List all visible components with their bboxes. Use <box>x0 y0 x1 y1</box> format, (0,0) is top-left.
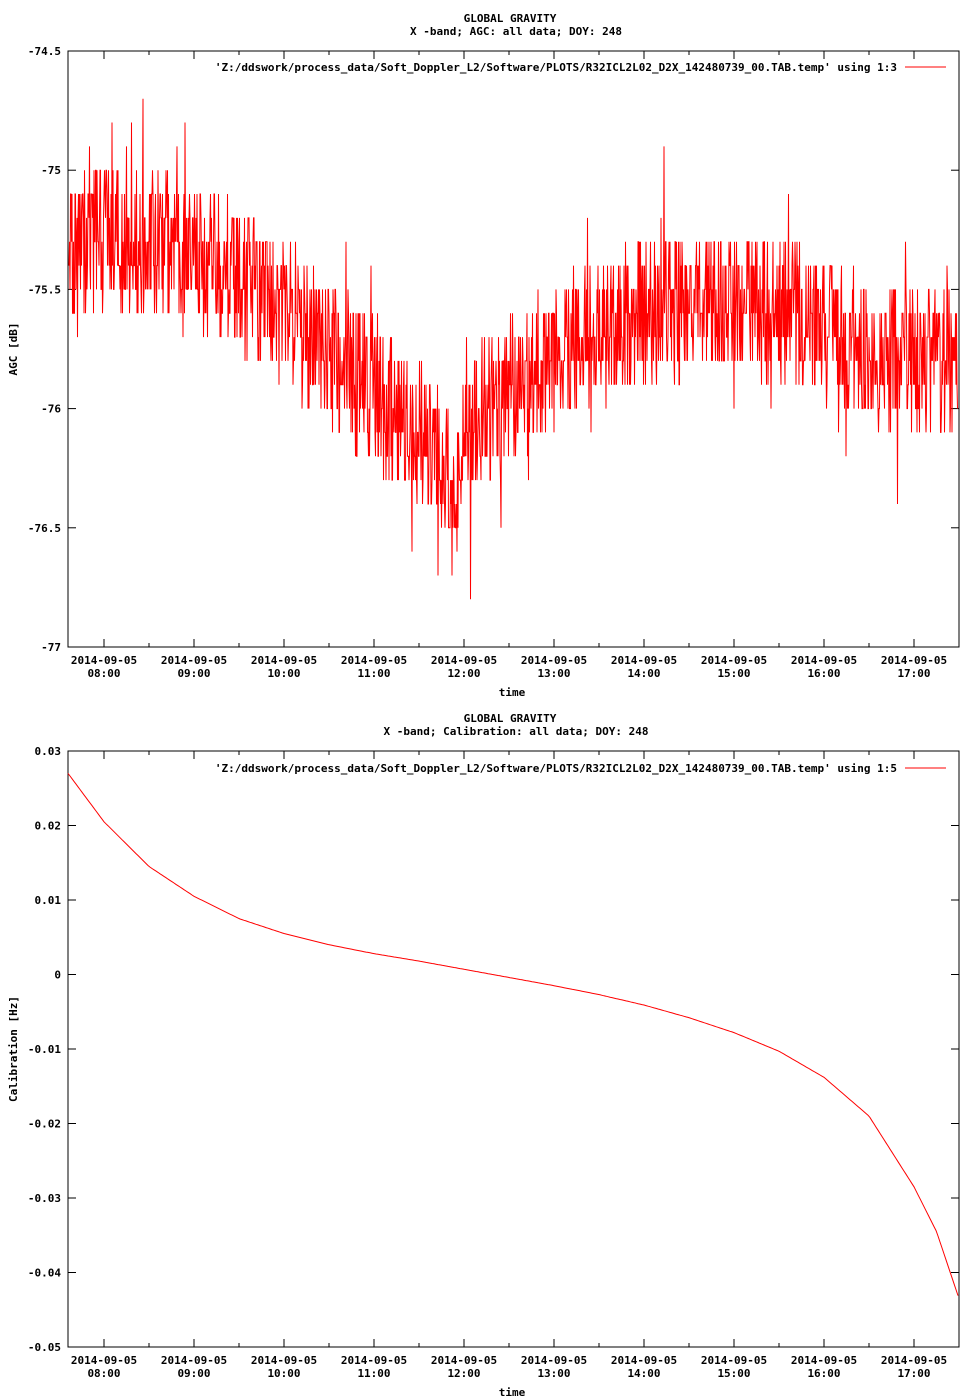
x-tick-date: 2014-09-05 <box>161 1354 227 1367</box>
x-tick-time: 08:00 <box>87 667 120 680</box>
x-axis-label: time <box>499 686 526 699</box>
plot-frame <box>67 50 960 648</box>
y-tick-label: -0.05 <box>28 1341 61 1354</box>
x-tick-time: 17:00 <box>897 1367 930 1380</box>
series-line <box>68 98 958 600</box>
plot-frame <box>67 750 960 1348</box>
x-tick-date: 2014-09-05 <box>251 1354 317 1367</box>
x-tick-date: 2014-09-05 <box>431 654 497 667</box>
x-tick-date: 2014-09-05 <box>341 1354 407 1367</box>
x-tick-time: 11:00 <box>357 1367 390 1380</box>
x-tick-date: 2014-09-05 <box>701 1354 767 1367</box>
x-tick-date: 2014-09-05 <box>791 654 857 667</box>
x-axis-label: time <box>499 1386 526 1399</box>
chart-subtitle: X -band; AGC: all data; DOY: 248 <box>410 25 622 38</box>
y-tick-label: -74.5 <box>28 45 61 58</box>
y-axis-label: Calibration [Hz] <box>7 996 20 1102</box>
x-tick-date: 2014-09-05 <box>71 654 137 667</box>
x-tick-time: 12:00 <box>447 1367 480 1380</box>
y-tick-label: -0.04 <box>28 1267 61 1280</box>
x-tick-time: 13:00 <box>537 667 570 680</box>
x-tick-time: 13:00 <box>537 1367 570 1380</box>
x-tick-date: 2014-09-05 <box>791 1354 857 1367</box>
chart-subtitle: X -band; Calibration: all data; DOY: 248 <box>384 725 649 738</box>
y-tick-label: -0.02 <box>28 1118 61 1131</box>
x-tick-date: 2014-09-05 <box>71 1354 137 1367</box>
x-tick-time: 14:00 <box>627 667 660 680</box>
x-tick-date: 2014-09-05 <box>611 654 677 667</box>
y-tick-label: -75 <box>41 164 61 177</box>
x-tick-date: 2014-09-05 <box>521 654 587 667</box>
x-tick-date: 2014-09-05 <box>341 654 407 667</box>
y-tick-label: -76.5 <box>28 522 61 535</box>
x-tick-time: 16:00 <box>807 667 840 680</box>
y-tick-label: 0.02 <box>35 820 62 833</box>
x-tick-time: 10:00 <box>267 667 300 680</box>
x-tick-date: 2014-09-05 <box>881 654 947 667</box>
x-tick-time: 15:00 <box>717 1367 750 1380</box>
x-tick-time: 15:00 <box>717 667 750 680</box>
legend-label: 'Z:/ddswork/process_data/Soft_Doppler_L2… <box>215 61 897 74</box>
x-tick-time: 09:00 <box>177 667 210 680</box>
x-tick-time: 17:00 <box>897 667 930 680</box>
y-tick-label: -77 <box>41 641 61 654</box>
chart-title: GLOBAL GRAVITY <box>464 712 557 725</box>
x-tick-time: 11:00 <box>357 667 390 680</box>
x-tick-date: 2014-09-05 <box>701 654 767 667</box>
x-tick-date: 2014-09-05 <box>431 1354 497 1367</box>
y-tick-label: -76 <box>41 403 61 416</box>
y-tick-label: 0 <box>54 969 61 982</box>
x-tick-date: 2014-09-05 <box>521 1354 587 1367</box>
x-tick-time: 09:00 <box>177 1367 210 1380</box>
series-line <box>67 773 959 1296</box>
x-tick-time: 08:00 <box>87 1367 120 1380</box>
x-tick-date: 2014-09-05 <box>251 654 317 667</box>
chart-title: GLOBAL GRAVITY <box>464 12 557 25</box>
y-tick-label: -0.01 <box>28 1043 61 1056</box>
legend-label: 'Z:/ddswork/process_data/Soft_Doppler_L2… <box>215 762 897 775</box>
x-tick-date: 2014-09-05 <box>881 1354 947 1367</box>
y-tick-label: -75.5 <box>28 283 61 296</box>
x-tick-time: 16:00 <box>807 1367 840 1380</box>
x-tick-time: 14:00 <box>627 1367 660 1380</box>
y-axis-label: AGC [dB] <box>7 323 20 376</box>
y-tick-label: -0.03 <box>28 1192 61 1205</box>
x-tick-date: 2014-09-05 <box>161 654 227 667</box>
y-tick-label: 0.01 <box>35 894 62 907</box>
x-tick-time: 10:00 <box>267 1367 300 1380</box>
x-tick-date: 2014-09-05 <box>611 1354 677 1367</box>
y-tick-label: 0.03 <box>35 745 62 758</box>
x-tick-time: 12:00 <box>447 667 480 680</box>
